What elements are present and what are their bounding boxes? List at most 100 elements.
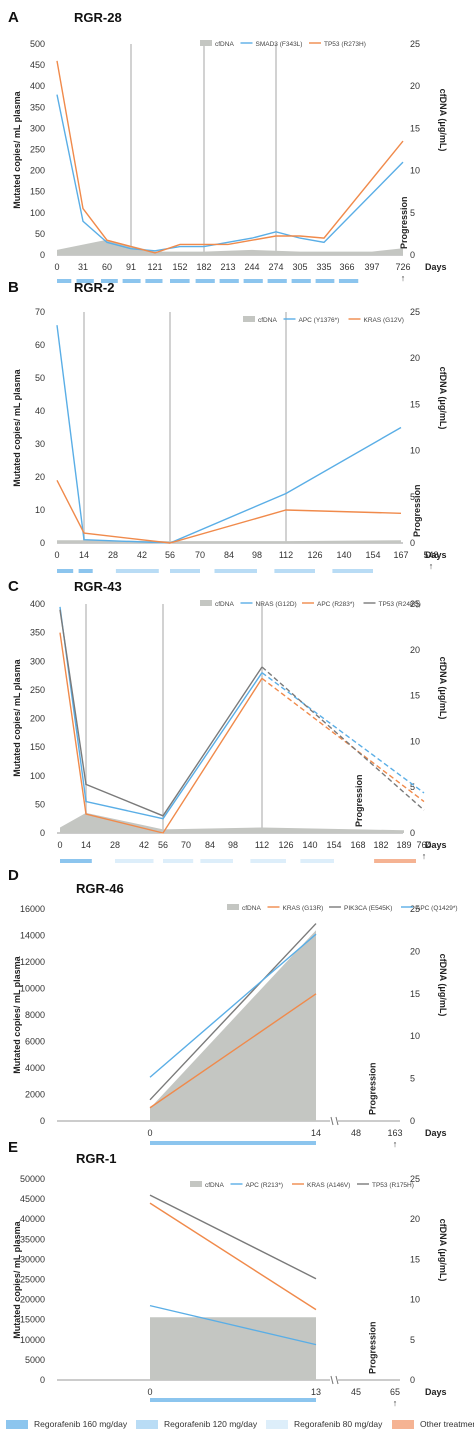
series-line xyxy=(59,632,263,834)
treatment-bar xyxy=(170,279,190,283)
legend-swatch xyxy=(227,904,239,910)
series-line xyxy=(56,325,402,544)
progression-arrow: ↑ xyxy=(393,1139,398,1149)
x-tick-label: 0 xyxy=(147,1387,152,1397)
panel-title: RGR-2 xyxy=(74,280,114,295)
x-tick-label: 14 xyxy=(79,550,89,560)
x-tick-label: 28 xyxy=(108,550,118,560)
y2-tick-label: 5 xyxy=(410,208,415,218)
x-tick-label: 182 xyxy=(196,262,211,272)
x-tick-label: 0 xyxy=(54,262,59,272)
treatment-bar xyxy=(150,1141,316,1145)
series-line xyxy=(149,923,317,1101)
series-line xyxy=(149,1194,317,1280)
x-tick-label: 244 xyxy=(244,262,259,272)
progression-label: Progression xyxy=(354,774,364,827)
x-tick-label: 98 xyxy=(228,840,238,850)
y2-axis-title: cfDNA (μg/mL) xyxy=(438,1219,448,1282)
progression-arrow: ↑ xyxy=(401,273,406,283)
y-tick-label: 400 xyxy=(30,81,45,91)
y-tick-label: 0 xyxy=(40,250,45,260)
y2-tick-label: 0 xyxy=(410,538,415,548)
x-tick-label: 13 xyxy=(311,1387,321,1397)
y2-tick-label: 15 xyxy=(410,1254,420,1264)
treatment-bar xyxy=(195,279,215,283)
axis-break xyxy=(330,1116,334,1126)
treatment-bar xyxy=(214,569,257,573)
y2-axis-title: cfDNA (μg/mL) xyxy=(438,89,448,152)
y2-tick-label: 0 xyxy=(410,250,415,260)
y-tick-label: 20 xyxy=(35,472,45,482)
y-tick-label: 300 xyxy=(30,123,45,133)
y2-tick-label: 25 xyxy=(410,307,420,317)
panel-letter: A xyxy=(8,9,19,26)
legend-label: Regorafenib 160 mg/day xyxy=(34,1419,128,1429)
x-tick-label: 305 xyxy=(292,262,307,272)
panel-title: RGR-1 xyxy=(76,1151,116,1166)
x-tick-label: 56 xyxy=(158,840,168,850)
legend-label: cfDNA xyxy=(242,905,261,912)
legend-label: TP53 (R273H) xyxy=(324,41,366,48)
cfdna-area xyxy=(57,239,403,255)
y-tick-label: 10000 xyxy=(20,984,45,994)
x-tick-label: 126 xyxy=(307,550,322,560)
legend-label: cfDNA xyxy=(215,601,234,608)
legend-swatch xyxy=(190,1181,202,1187)
y-tick-label: 0 xyxy=(40,538,45,548)
x-tick-label: 726 xyxy=(395,262,410,272)
y-tick-label: 50000 xyxy=(20,1174,45,1184)
legend-label: KRAS (G12V) xyxy=(364,317,404,324)
y-tick-label: 12000 xyxy=(20,957,45,967)
treatment-bar xyxy=(338,279,359,283)
legend-label: NRAS (G12D) xyxy=(256,601,297,608)
x-tick-label: 189 xyxy=(396,840,411,850)
panel-D: DRGR-46020004000600080001000012000140001… xyxy=(8,867,458,1149)
treatment-bar xyxy=(145,279,163,283)
legend-label: Regorafenib 80 mg/day xyxy=(294,1419,383,1429)
y-tick-label: 14000 xyxy=(20,931,45,941)
legend-swatch xyxy=(392,1419,414,1429)
x-tick-label: 163 xyxy=(387,1128,402,1138)
x-tick-label: 45 xyxy=(351,1387,361,1397)
y-tick-label: 10000 xyxy=(20,1335,45,1345)
series-line-dashed xyxy=(261,677,425,803)
x-tick-label: 0 xyxy=(57,840,62,850)
progression-label: Progression xyxy=(399,196,409,249)
series-line-dashed xyxy=(261,672,425,794)
treatment-bar xyxy=(250,859,286,863)
y2-tick-label: 5 xyxy=(410,1335,415,1345)
cfdna-area xyxy=(150,1317,316,1380)
y2-axis-title: cfDNA (μg/mL) xyxy=(438,367,448,430)
y2-tick-label: 25 xyxy=(410,904,420,914)
treatment-bar xyxy=(267,279,287,283)
y-tick-label: 300 xyxy=(30,656,45,666)
y-tick-label: 0 xyxy=(40,1116,45,1126)
legend-label: cfDNA xyxy=(205,1182,224,1189)
y2-tick-label: 10 xyxy=(410,736,420,746)
y2-tick-label: 15 xyxy=(410,123,420,133)
y-tick-label: 60 xyxy=(35,340,45,350)
y-tick-label: 200 xyxy=(30,714,45,724)
treatment-bar xyxy=(315,279,335,283)
y2-tick-label: 20 xyxy=(410,353,420,363)
treatment-bar xyxy=(300,859,334,863)
legend-label: KRAS (G13R) xyxy=(283,905,324,912)
y2-axis-title: cfDNA (μg/mL) xyxy=(438,954,448,1017)
x-tick-label: 112 xyxy=(255,840,269,850)
panel-E: E RGR-1 0 5000 10000 15000 20000 25000 30000 3500… xyxy=(8,1139,448,1408)
panel-letter: B xyxy=(8,279,19,296)
treatment-bar xyxy=(150,1398,316,1402)
y-tick-label: 25000 xyxy=(20,1275,45,1285)
treatment-bar xyxy=(115,569,159,573)
legend-item-reg160: Regorafenib 160 mg/day xyxy=(6,1418,127,1430)
y2-tick-label: 20 xyxy=(410,81,420,91)
y-tick-label: 35000 xyxy=(20,1234,45,1244)
panel-title: RGR-43 xyxy=(74,579,122,594)
x-tick-label: 274 xyxy=(268,262,283,272)
panel-letter: D xyxy=(8,867,19,884)
y2-tick-label: 10 xyxy=(410,166,420,176)
x-tick-label: 154 xyxy=(326,840,341,850)
cfdna-area xyxy=(60,812,404,833)
x-tick-label: 91 xyxy=(126,262,136,272)
y-tick-label: 150 xyxy=(30,742,45,752)
